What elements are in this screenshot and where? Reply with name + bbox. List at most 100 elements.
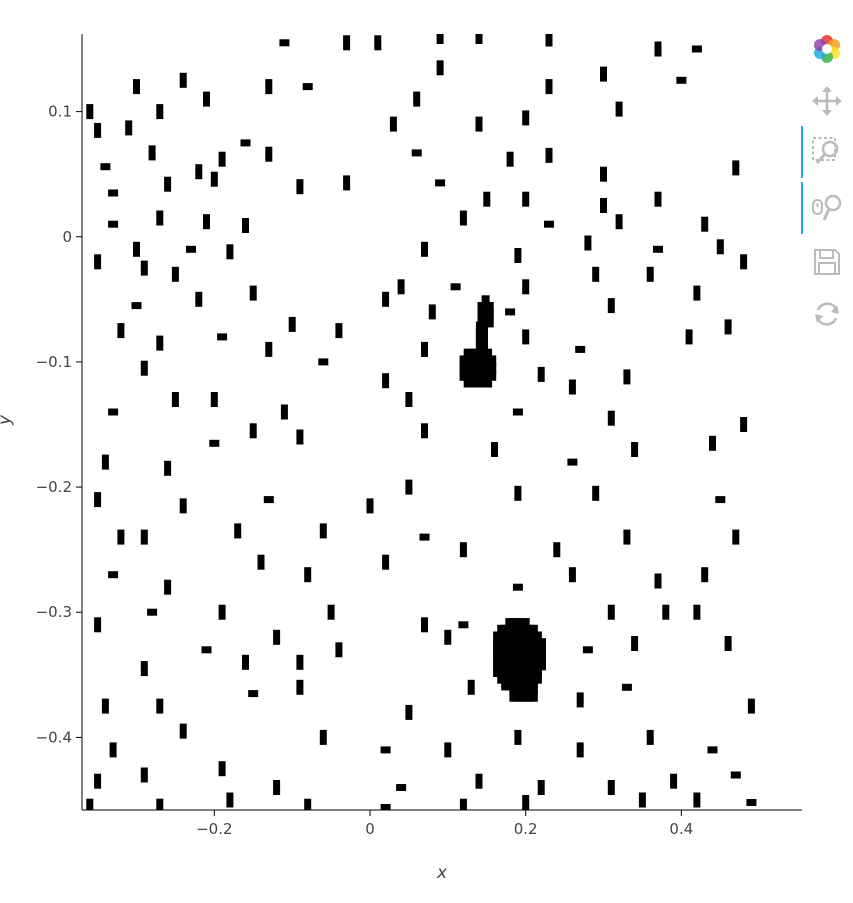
cluster-point	[517, 618, 526, 631]
data-point	[164, 460, 172, 476]
cluster-point	[533, 658, 542, 671]
cluster-point	[463, 368, 472, 381]
data-point	[108, 189, 119, 197]
data-point	[676, 76, 687, 84]
data-point	[140, 767, 148, 783]
cluster-point	[475, 368, 484, 381]
data-point	[156, 798, 164, 810]
data-point	[483, 191, 491, 207]
cluster-point	[509, 683, 518, 695]
cluster-point	[459, 355, 468, 368]
data-point	[621, 683, 632, 691]
cluster-point	[505, 624, 514, 637]
cluster-point	[517, 651, 526, 664]
cluster-point	[475, 335, 484, 347]
wheel-zoom-icon	[812, 194, 842, 221]
axes	[81, 34, 802, 811]
data-point	[724, 319, 732, 335]
x-tick-label: 0	[365, 820, 375, 838]
cluster-point	[517, 658, 526, 671]
cluster-point	[485, 302, 494, 314]
data-point	[514, 729, 522, 745]
data-point	[405, 704, 413, 720]
cluster-point	[505, 665, 514, 677]
data-point	[343, 35, 351, 51]
data-point	[147, 608, 158, 616]
data-point	[545, 34, 553, 47]
data-point	[156, 698, 164, 714]
data-point	[582, 646, 593, 654]
cluster-point	[480, 341, 488, 354]
data-point	[171, 392, 179, 407]
cluster-point	[463, 348, 472, 361]
data-point	[335, 323, 343, 339]
data-point	[94, 617, 102, 633]
cluster-point	[480, 328, 488, 341]
data-point	[94, 773, 102, 789]
cluster-point	[501, 651, 510, 664]
x-axis-ticks: −0.2 0 0.2 0.4	[196, 810, 693, 838]
data-point	[117, 323, 125, 339]
data-point	[506, 151, 514, 167]
data-point	[249, 285, 257, 301]
data-point	[248, 690, 259, 698]
data-point	[568, 379, 576, 395]
data-point	[512, 583, 523, 591]
cluster-point	[529, 651, 538, 664]
cluster-point	[475, 375, 484, 388]
points-layer	[86, 34, 757, 810]
cluster-point	[484, 355, 493, 368]
data-point	[615, 214, 623, 230]
cluster-point	[513, 658, 522, 671]
plot-frame[interactable]	[82, 34, 802, 810]
cluster-point	[521, 676, 530, 689]
data-point	[226, 244, 234, 260]
wheel-zoom-tool[interactable]	[810, 190, 844, 224]
box-zoom-tool[interactable]	[810, 135, 844, 169]
data-point	[458, 621, 469, 629]
data-point	[140, 260, 148, 276]
reset-tool[interactable]	[810, 297, 844, 331]
data-point	[179, 723, 187, 739]
y-tick-label: −0.1	[36, 353, 72, 371]
cluster-point	[493, 638, 502, 651]
cluster-point	[521, 683, 530, 695]
data-point	[218, 151, 226, 167]
cluster-point	[459, 368, 468, 381]
data-point	[94, 492, 102, 508]
pan-tool[interactable]	[810, 84, 844, 118]
data-point	[125, 120, 133, 136]
cluster-point	[467, 362, 476, 375]
data-point	[419, 533, 430, 541]
cluster-point	[501, 671, 510, 684]
cluster-point	[517, 624, 526, 637]
data-point	[195, 291, 203, 307]
data-point	[240, 139, 251, 147]
data-point	[747, 698, 755, 714]
cluster-point	[484, 362, 493, 375]
data-point	[140, 661, 148, 677]
cluster-point	[459, 362, 468, 375]
data-point	[109, 742, 117, 758]
cluster-point	[521, 644, 530, 657]
data-point	[201, 646, 212, 654]
data-point	[537, 366, 545, 382]
x-tick-label: 0.4	[669, 820, 693, 838]
data-point	[265, 79, 273, 95]
cluster-point	[480, 321, 488, 334]
bokeh-logo-icon[interactable]	[810, 32, 844, 66]
save-tool[interactable]	[810, 245, 844, 279]
y-axis-ticks: 0.1 0 −0.1 −0.2 −0.3 −0.4	[36, 103, 82, 746]
data-point	[203, 214, 210, 230]
cluster-point	[505, 644, 514, 657]
data-point	[428, 304, 436, 320]
cluster-point	[509, 618, 518, 631]
cluster-point	[533, 665, 542, 677]
cluster-point	[538, 651, 546, 664]
data-point	[435, 179, 446, 187]
cluster-point	[475, 362, 484, 375]
cluster-point	[513, 665, 522, 677]
data-point	[380, 804, 391, 810]
cluster-point	[533, 671, 542, 684]
